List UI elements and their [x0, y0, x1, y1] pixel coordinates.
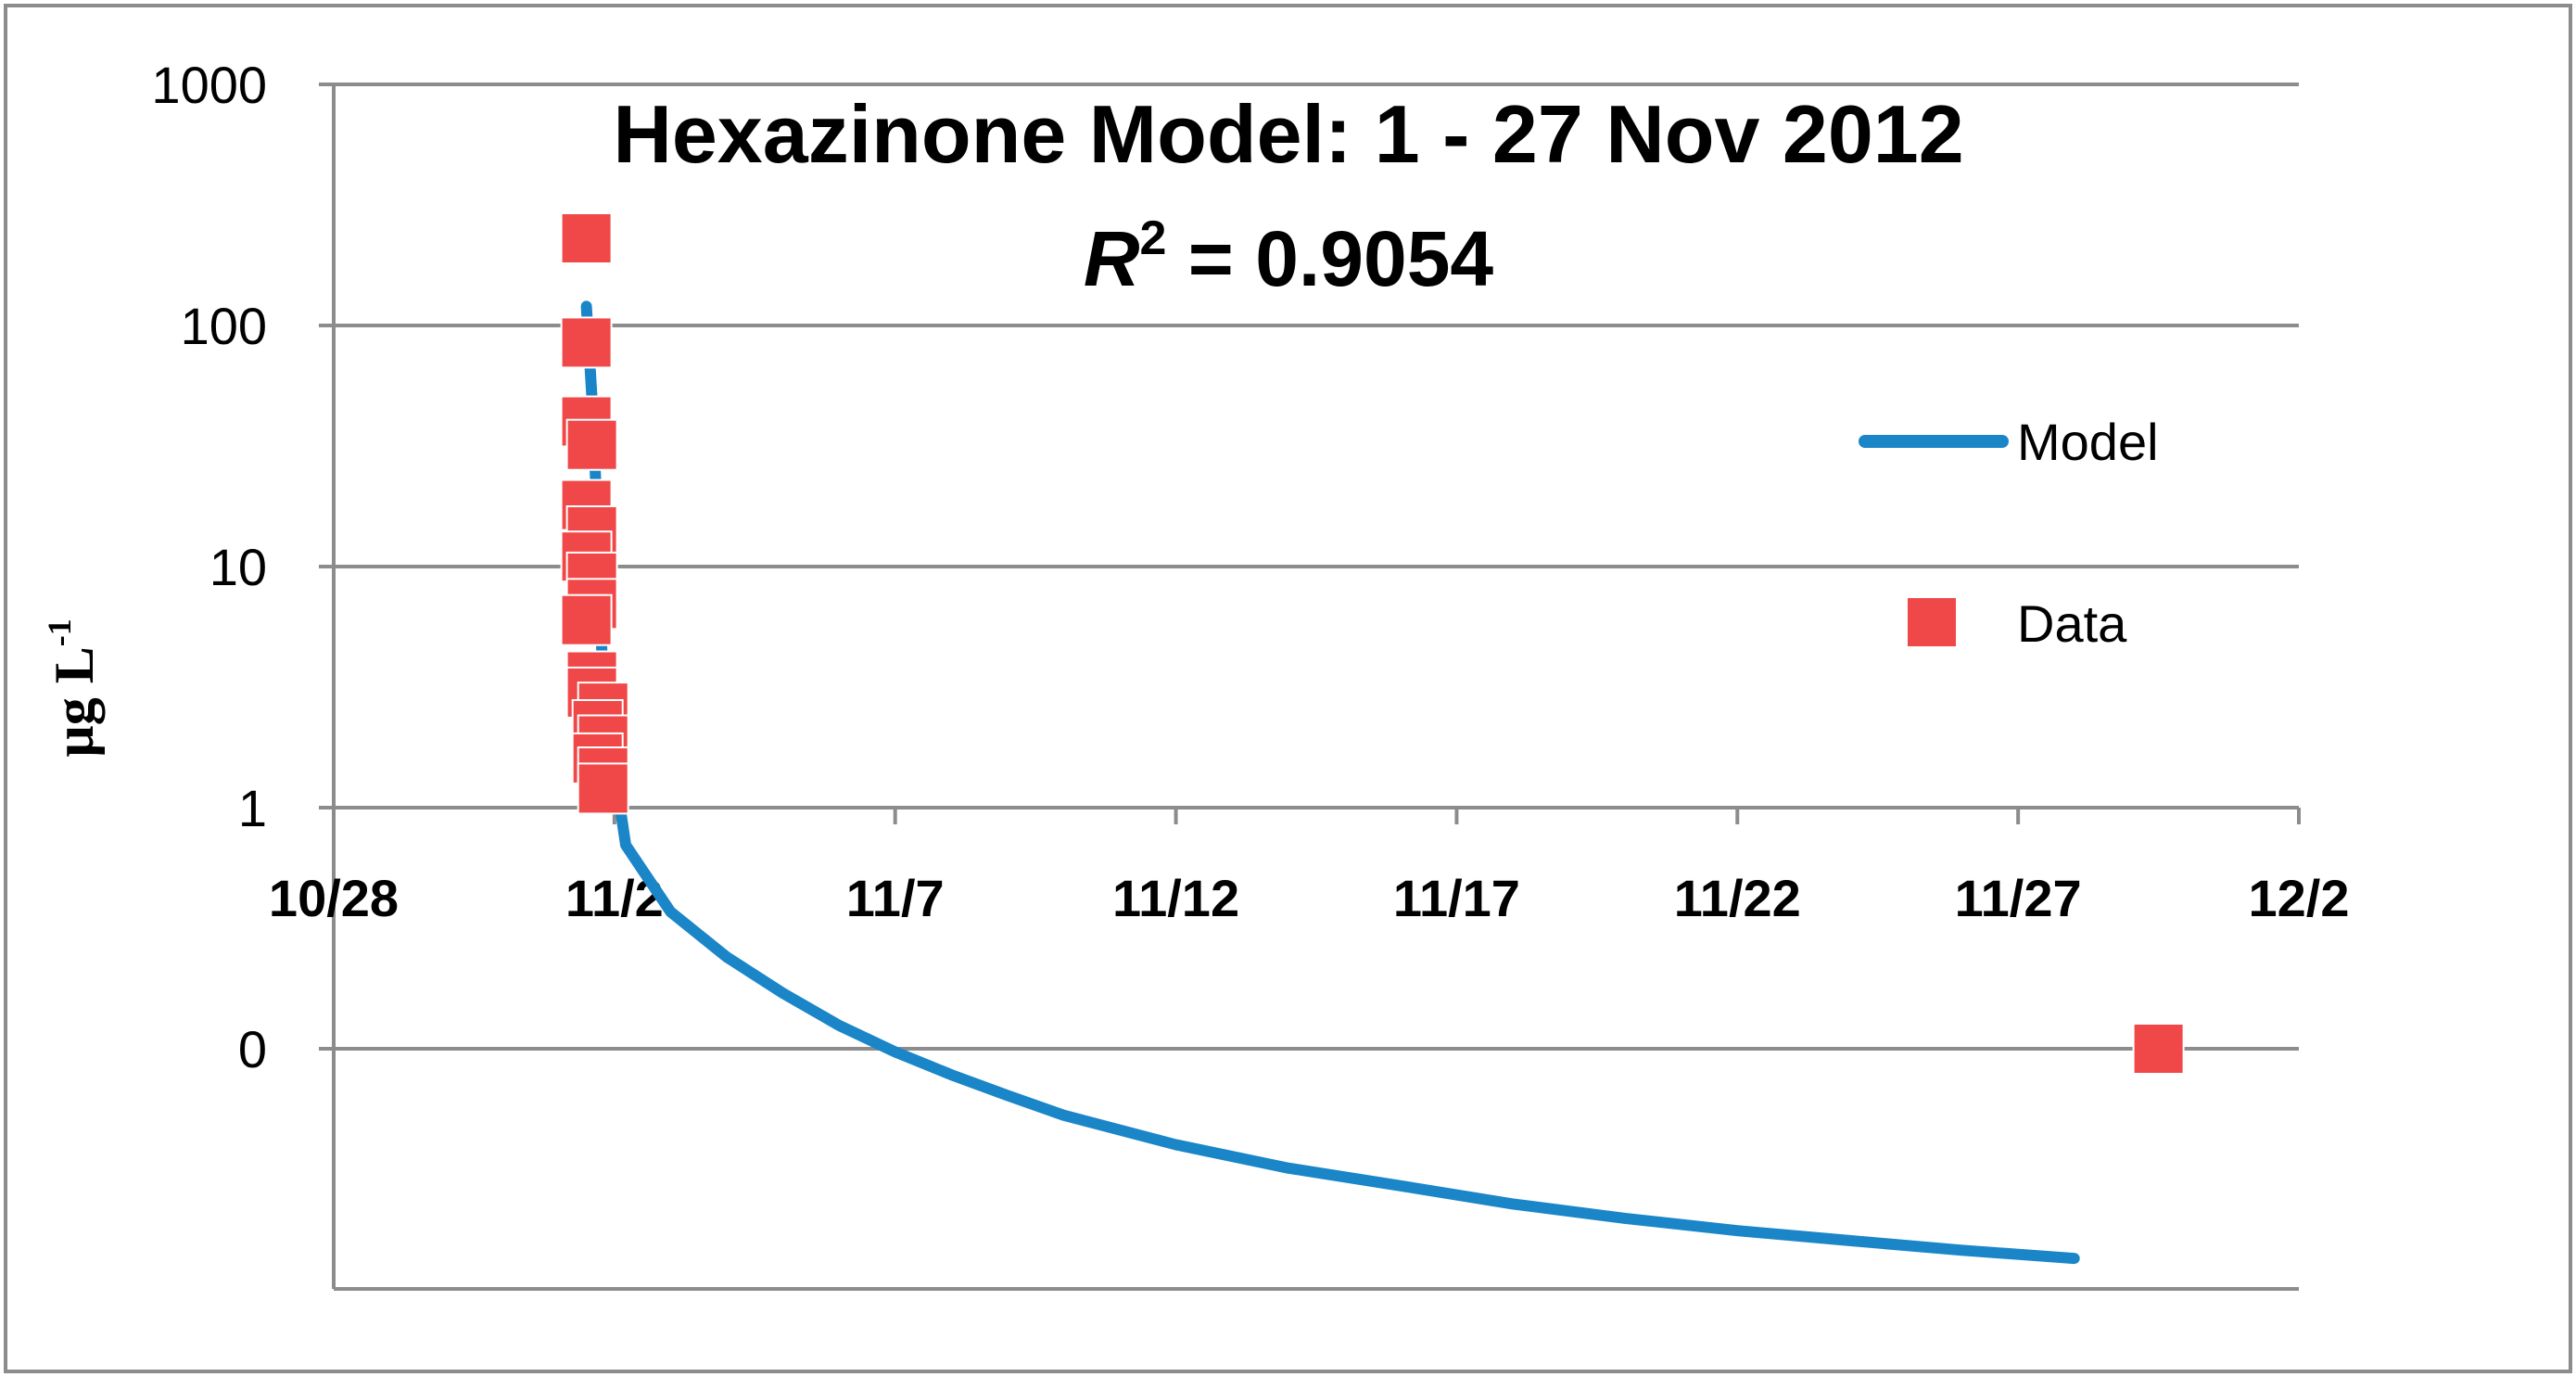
data-series-points	[560, 212, 2185, 1075]
axes	[332, 84, 2301, 1289]
legend-model-label: Model	[2017, 413, 2159, 471]
y-tick-label-1: 100	[181, 297, 267, 355]
x-tick-label-0: 10/28	[269, 869, 399, 927]
r-squared-label: R2 = 0.9054	[1084, 211, 1494, 302]
plot-series	[560, 212, 2185, 1265]
y-axis-label-base: µg L	[44, 646, 105, 758]
chart-title: Hexazinone Model: 1 - 27 Nov 2012	[613, 88, 1963, 180]
data-point-17	[577, 762, 629, 815]
r-squared-value: = 0.9054	[1166, 215, 1493, 302]
y-tick-label-4: 0	[238, 1020, 267, 1078]
r-squared-superscript: 2	[1140, 211, 1167, 265]
data-point-18	[2132, 1023, 2185, 1075]
y-tick-label-3: 1	[238, 779, 267, 837]
x-tick-label-6: 11/27	[1955, 869, 2082, 927]
x-tick-label-5: 11/22	[1674, 869, 1801, 927]
legend: Model Data	[1859, 413, 2159, 653]
data-point-9	[560, 593, 613, 646]
legend-data-label: Data	[2017, 594, 2127, 653]
chart-frame	[4, 4, 2572, 1373]
x-tick-label-7: 12/2	[2249, 869, 2350, 927]
r-squared-symbol: R	[1084, 215, 1140, 302]
data-point-3	[565, 418, 618, 471]
x-tick-label-4: 11/17	[1393, 869, 1520, 927]
data-point-1	[560, 316, 613, 369]
legend-data-swatch	[1908, 598, 1956, 646]
x-tick-label-3: 11/12	[1112, 869, 1239, 927]
y-tick-label-2: 10	[209, 538, 267, 596]
y-axis-label: µg L-1	[41, 618, 105, 758]
y-tick-label-0: 1000	[151, 56, 267, 114]
x-tick-label-2: 11/7	[846, 869, 945, 927]
x-tick-labels: 10/28 11/2 11/7 11/12 11/17 11/22 11/27 12/2	[269, 869, 2350, 927]
y-axis-label-superscript: -1	[41, 618, 78, 646]
data-point-0	[560, 212, 613, 264]
